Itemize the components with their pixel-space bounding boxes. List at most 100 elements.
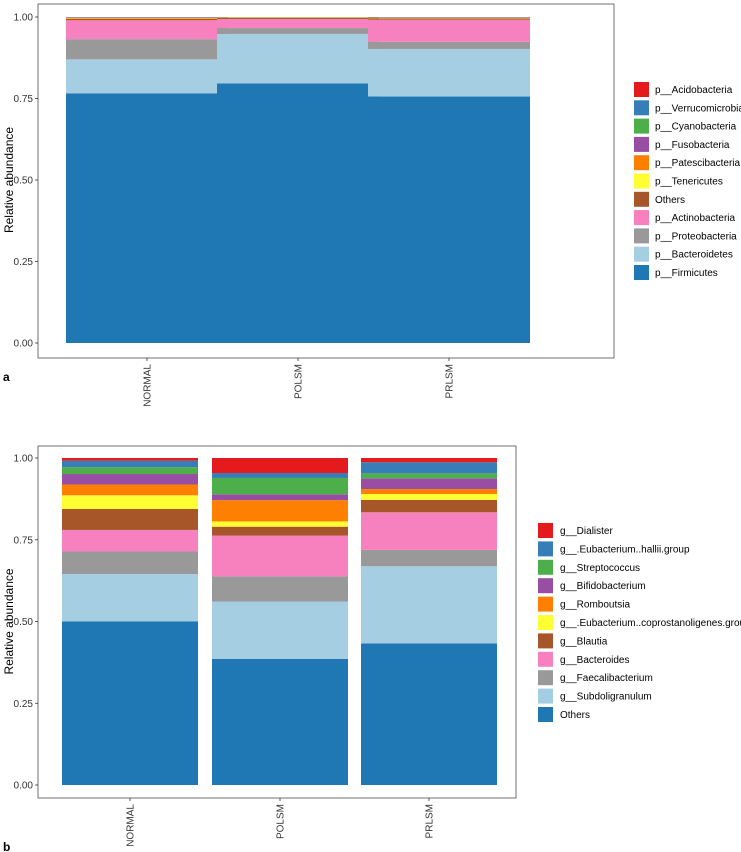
legend-swatch [538,615,553,630]
x-tick-label: NORMAL [126,804,137,847]
legend-label: p__Patescibacteria [655,158,740,169]
legend-swatch [538,688,553,704]
bar-segment [361,458,497,463]
panel-label: a [3,370,10,384]
legend-swatch [634,191,649,207]
legend-swatch [634,210,649,226]
bar-segment [212,521,348,527]
y-axis-label: Relative abundance [2,127,16,233]
x-tick-label: PRLSM [425,804,436,838]
legend-label: g__Bifidobacterium [560,581,646,592]
legend-label: p__Tenericutes [655,177,723,188]
legend: g__Dialister g__.Eubacterium..hallii.grou… [538,523,741,722]
bar-segment [361,478,497,490]
bar-segment [361,566,497,644]
x-tick-label: NORMAL [143,364,154,407]
legend-swatch [538,523,553,538]
y-tick-label: 0.75 [14,535,34,546]
bar-segment [62,474,198,485]
bar-segment [361,473,497,479]
legend-label: g__Blautia [560,636,608,647]
legend-swatch [538,707,553,722]
bar-segment [212,500,348,522]
legend: p__Acidobacteria p__Verrucomicrobia p__Cya… [634,82,741,280]
legend-label: p__Acidobacteria [655,85,733,96]
chart-panel-b: 0.00 0.25 0.50 0.75 1.00 Relative abundance NO… [2,445,741,852]
bar-segment [62,621,198,785]
legend-label: Others [560,710,590,721]
bar-segment [62,574,198,622]
legend-label: g__.Eubacterium..hallii.group [560,544,690,555]
bar-segment [62,484,198,496]
y-tick-label: 0.25 [14,257,34,268]
bar-segment [368,96,530,343]
bar-segment [212,458,348,474]
bar-segment [212,601,348,659]
bar-segment [361,499,497,513]
legend-label: p__Verrucomicrobia [655,103,741,114]
legend-label: p__Bacteroidetes [655,250,733,261]
legend-swatch [538,541,553,557]
bar-segment [217,18,379,29]
legend-swatch [538,596,553,612]
legend-label: Others [655,195,685,206]
x-tick-label: PRLSM [445,364,456,398]
bar-segment [212,494,348,501]
legend-swatch [538,559,553,575]
bar-segment [62,460,198,468]
bar-segment [361,489,497,494]
bar-segment [217,83,379,343]
bar-segment [368,48,530,97]
bar-segment [62,495,198,510]
legend-swatch [634,246,649,262]
legend-label: g__.Eubacterium..coprostanoligenes.group [560,618,741,629]
bar-segment [66,59,228,94]
bar-segment [361,462,497,474]
bar-segment [62,458,198,461]
legend-label: g__Bacteroides [560,655,630,666]
bar-segment [66,17,228,19]
bar-segment [212,526,348,536]
bar-segment [361,493,497,500]
bar-segment [217,28,379,34]
bar-segment [66,93,228,343]
bar-segment [212,535,348,577]
bar-segment [361,643,497,785]
legend-swatch [634,118,649,134]
bar-segment [217,17,379,19]
legend-label: p__Firmicutes [655,268,718,279]
bar-segment [368,41,530,49]
bar-segment [66,20,228,40]
y-tick-label: 1.00 [14,454,34,465]
legend-label: g__Streptococcus [560,563,640,574]
bar-segment [212,477,348,495]
legend-swatch [634,228,649,244]
y-tick-label: 0.50 [14,176,34,187]
legend-label: g__Faecalibacterium [560,673,653,684]
x-tick-label: POLSM [294,364,305,399]
bar-segment [62,467,198,475]
legend-label: p__Fusobacteria [655,140,730,151]
legend-label: g__Dialister [560,526,613,537]
bar-segment [361,512,497,550]
bar-segment [62,551,198,575]
y-tick-label: 0.50 [14,617,34,628]
legend-swatch [634,82,649,97]
y-tick-label: 0.00 [14,781,34,792]
y-tick-label: 0.75 [14,94,34,105]
legend-swatch [538,633,553,649]
bar-segment [368,19,530,42]
bar-segment [212,658,348,785]
y-axis-label: Relative abundance [2,568,16,674]
bar-segment [361,549,497,567]
bar-segment [66,18,228,21]
panel-label: b [3,840,10,852]
bar-segment [62,529,198,552]
bar-segment [212,576,348,602]
legend-swatch [634,265,649,280]
bar-segment [368,18,530,20]
legend-label: g__Subdoligranulum [560,692,652,703]
legend-label: p__Actinobacteria [655,213,735,224]
legend-label: g__Romboutsia [560,600,630,611]
